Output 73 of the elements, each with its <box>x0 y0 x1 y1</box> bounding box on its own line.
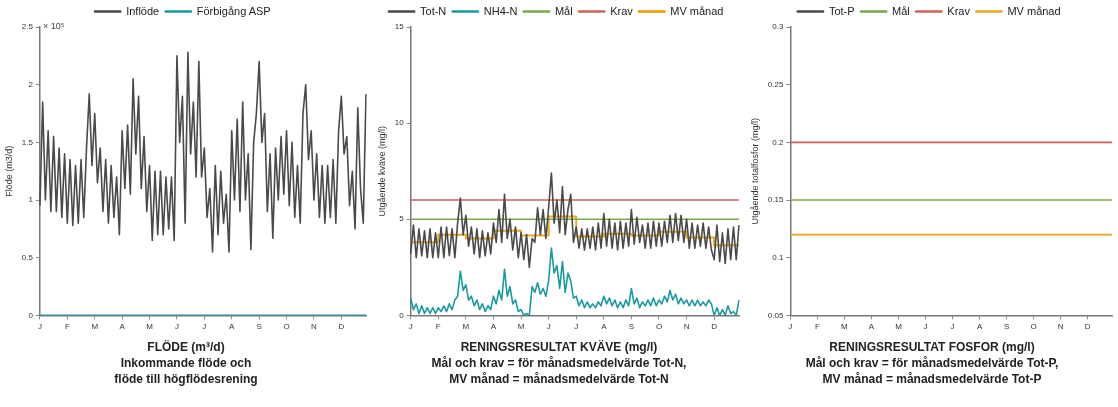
y-axis-title: Flöde (m3/d) <box>3 145 14 197</box>
x-tick-label: A <box>490 322 497 332</box>
legend-label: MV månad <box>670 4 724 17</box>
x-tick-label: M <box>146 322 154 332</box>
legend-label: Förbigång ASP <box>196 4 271 17</box>
x-tick-label: N <box>311 322 318 332</box>
y-tick-label: 0.5 <box>21 252 34 262</box>
x-tick-label: F <box>814 322 820 332</box>
y-tick-label: 0 <box>28 310 34 320</box>
legend-label: Krav <box>947 4 971 17</box>
x-tick-label: D <box>1084 322 1091 332</box>
x-tick-label: J <box>202 322 207 332</box>
x-tick-label: F <box>435 322 441 332</box>
x-tick-label: A <box>976 322 983 332</box>
legend-label: NH4-N <box>483 4 518 17</box>
y-tick-label: 0 <box>399 310 405 320</box>
annotation: × 10⁵ <box>42 20 65 31</box>
legend-label: Tot-P <box>828 4 855 17</box>
x-tick-label: O <box>283 322 290 332</box>
y-tick-label: 0.3 <box>772 22 784 32</box>
y-tick-label: 0.1 <box>772 252 784 262</box>
y-tick-label: 1.5 <box>21 137 34 147</box>
x-tick-label: D <box>338 322 345 332</box>
x-tick-label: A <box>119 322 126 332</box>
x-tick-label: M <box>895 322 903 332</box>
x-tick-label: J <box>37 322 42 332</box>
x-tick-label: J <box>788 322 793 332</box>
legend-label: Tot-N <box>420 4 447 17</box>
y-axis-title: Utgående totalfosfor (mg/l) <box>749 117 760 225</box>
x-tick-label: M <box>517 322 525 332</box>
y-tick-label: 10 <box>394 118 405 128</box>
y-tick-label: 0.15 <box>767 195 784 205</box>
x-tick-label: M <box>462 322 470 332</box>
x-tick-label: J <box>574 322 579 332</box>
x-tick-label: O <box>655 322 663 332</box>
text: RENINGSRESULTAT KVÄVE (mg/l) <box>459 339 659 355</box>
x-tick-label: A <box>229 322 236 332</box>
y-tick-label: 0.25 <box>767 79 784 89</box>
y-tick-label: 2 <box>28 79 34 89</box>
x-tick-label: J <box>546 322 551 332</box>
x-tick-label: S <box>256 322 262 332</box>
y-tick-label: 0.2 <box>772 137 784 147</box>
text: Mål och krav = för månadsmedelvärde Tot-P, MV månad = månadsmedelvärde Tot-P <box>805 355 1059 387</box>
text: Inkommande flöde och flöde till högflödesrening <box>114 355 258 387</box>
y-tick-label: 5 <box>399 214 405 224</box>
x-tick-label: A <box>601 322 608 332</box>
x-tick-label: M <box>841 322 849 332</box>
text: RENINGSRESULTAT FOSFOR (mg/l) <box>828 339 1036 355</box>
text: Mål och krav = för månadsmedelvärde Tot-N, MV månad = månadsmedelvärde Tot-N <box>431 355 687 387</box>
x-tick-label: O <box>1030 322 1037 332</box>
x-tick-label: J <box>950 322 955 332</box>
x-tick-label: A <box>868 322 875 332</box>
x-tick-label: M <box>91 322 99 332</box>
x-tick-label: D <box>711 322 718 332</box>
y-tick-label: 2.5 <box>21 22 34 32</box>
x-tick-label: J <box>923 322 928 332</box>
legend-label: Mål <box>554 4 573 17</box>
x-tick-label: F <box>64 322 70 332</box>
x-tick-label: N <box>683 322 690 332</box>
y-tick-label: 1 <box>28 195 34 205</box>
y-tick-label: 0.05 <box>767 310 784 320</box>
legend-label: Inflöde <box>126 4 160 17</box>
x-tick-label: J <box>408 322 413 332</box>
x-tick-label: J <box>174 322 179 332</box>
x-tick-label: N <box>1057 322 1064 332</box>
y-tick-label: 15 <box>394 22 405 32</box>
x-tick-label: S <box>1003 322 1010 332</box>
text: FLÖDE (m³/d) <box>146 339 226 355</box>
y-axis-title: Utgående kväve (mg/l) <box>376 125 387 217</box>
legend-label: MV månad <box>1007 4 1061 17</box>
x-tick-label: S <box>628 322 635 332</box>
legend-label: Mål <box>892 4 910 17</box>
legend-label: Krav <box>610 4 634 17</box>
